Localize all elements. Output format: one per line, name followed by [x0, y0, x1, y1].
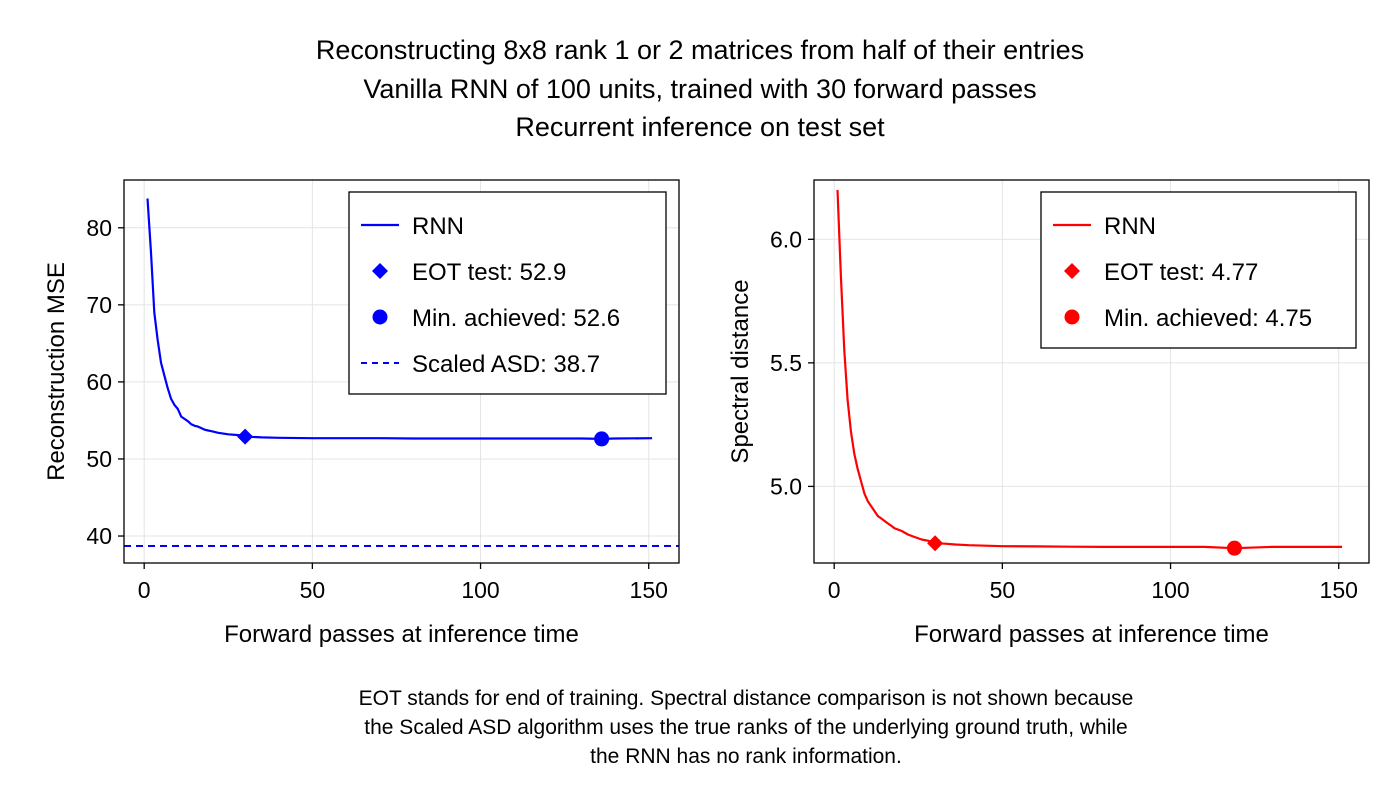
y-tick-label: 40 — [86, 523, 112, 549]
x-tick-label: 100 — [1151, 577, 1189, 603]
legend-rnn-label: RNN — [1104, 213, 1156, 240]
legend-eot-label: EOT test: 52.9 — [412, 259, 566, 286]
spectral-panel: 0 50 100 150 5.0 5.5 6.0 Forward passes at infe… — [727, 179, 1370, 648]
legend: RNN EOT test: 4.77 Min. achieved: 4.75 — [1040, 191, 1357, 349]
eot-test-marker — [237, 428, 254, 445]
x-tick-label: 150 — [1320, 577, 1358, 603]
rnn-series-line — [146, 198, 653, 440]
caption-line-3: the RNN has no rank information. — [590, 745, 902, 768]
x-tick-label: 150 — [630, 577, 668, 603]
legend-box — [1040, 191, 1357, 349]
min-achieved-marker — [1226, 540, 1242, 556]
rnn-series-line — [836, 189, 1343, 550]
legend-asd-label: Scaled ASD: 38.7 — [412, 351, 600, 378]
caption-line-1: EOT stands for end of training. Spectral… — [358, 687, 1134, 710]
legend-box — [348, 191, 667, 395]
legend-rnn-label: RNN — [412, 213, 464, 240]
y-tick-label: 5.5 — [770, 350, 802, 376]
legend-min-swatch — [372, 309, 388, 325]
legend-min-label: Min. achieved: 52.6 — [412, 305, 620, 332]
figure-caption: EOT stands for end of training. Spectral… — [250, 684, 1242, 771]
legend-eot-label: EOT test: 4.77 — [1104, 259, 1258, 286]
y-axis-label: Reconstruction MSE — [43, 262, 70, 481]
x-tick-label: 0 — [828, 577, 841, 603]
y-axis-label: Spectral distance — [727, 279, 754, 463]
x-tick-label: 50 — [300, 577, 326, 603]
caption-line-2: the Scaled ASD algorithm uses the true r… — [364, 716, 1128, 739]
axes-frame — [813, 179, 1370, 564]
legend-eot-swatch — [372, 263, 388, 279]
x-tick-label: 100 — [461, 577, 499, 603]
title-line-1: Reconstructing 8x8 rank 1 or 2 matrices … — [315, 35, 1085, 65]
y-tick-label: 80 — [86, 215, 112, 241]
legend-min-swatch — [1064, 309, 1080, 325]
y-tick-label: 60 — [86, 369, 112, 395]
plot-area — [836, 189, 1343, 556]
min-achieved-marker — [594, 431, 610, 447]
y-tick-label: 50 — [86, 446, 112, 472]
x-tick-label: 50 — [990, 577, 1016, 603]
legend-eot-swatch — [1064, 263, 1080, 279]
x-axis-label: Forward passes at inference time — [224, 621, 579, 648]
axes-frame — [123, 179, 680, 564]
y-tick-label: 6.0 — [770, 226, 802, 252]
plot-area — [124, 198, 679, 548]
title-line-2: Vanilla RNN of 100 units, trained with 3… — [363, 74, 1037, 104]
x-tick-label: 0 — [138, 577, 151, 603]
eot-test-marker — [927, 535, 944, 552]
legend-min-label: Min. achieved: 4.75 — [1104, 305, 1312, 332]
title-line-3: Recurrent inference on test set — [515, 112, 885, 142]
x-axis-label: Forward passes at inference time — [914, 621, 1269, 648]
mse-panel: 0 50 100 150 40 50 60 70 80 Forward passes at inf… — [43, 179, 680, 648]
y-tick-label: 70 — [86, 292, 112, 318]
y-tick-label: 5.0 — [770, 473, 802, 499]
legend: RNN EOT test: 52.9 Min. achieved: 52.6 Scal… — [348, 191, 667, 395]
